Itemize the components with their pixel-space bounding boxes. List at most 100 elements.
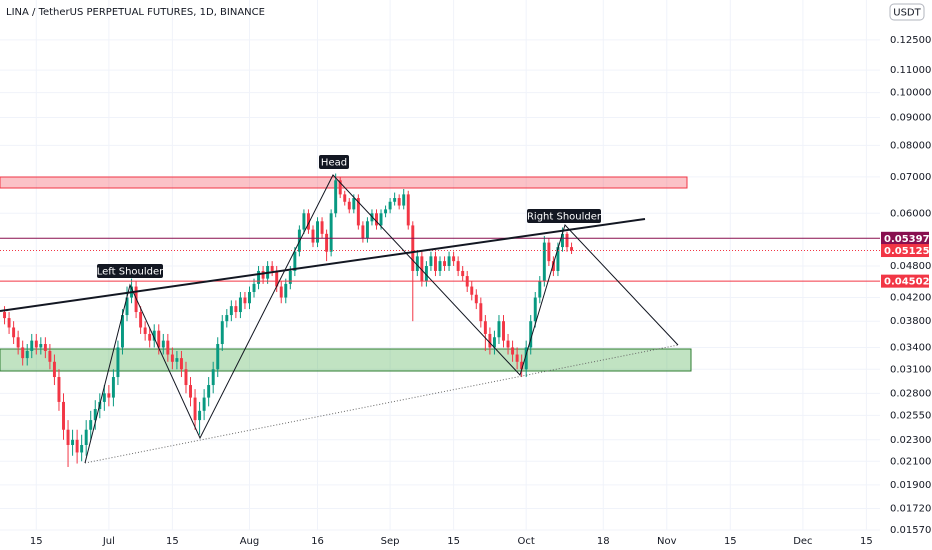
candle-body: [479, 303, 483, 322]
candle-body: [39, 344, 43, 348]
candle-body: [492, 337, 496, 348]
candle-body: [529, 321, 533, 348]
candle-body: [502, 321, 505, 341]
candle-body: [270, 266, 274, 271]
y-tick-label: 0.04200: [890, 293, 931, 304]
candle-body: [420, 256, 424, 282]
candle-body: [316, 221, 319, 243]
candle-body: [347, 201, 351, 210]
y-tick-label: 0.02800: [890, 388, 931, 399]
candle-body: [107, 393, 111, 398]
candle-body: [511, 347, 515, 355]
candle-body: [438, 261, 442, 271]
candle-body: [311, 229, 315, 243]
candle-body: [411, 225, 415, 271]
candle-body: [3, 312, 7, 319]
candle-body: [7, 318, 11, 328]
y-tick-label: 0.03100: [890, 364, 931, 375]
candle-body: [75, 439, 79, 453]
candle-body: [461, 270, 465, 277]
candle-body: [551, 261, 555, 271]
candle-body: [334, 180, 338, 214]
candle-body: [483, 321, 487, 334]
candle-body: [243, 297, 247, 304]
candle-body: [402, 194, 406, 206]
candle-body: [506, 340, 510, 348]
candle-body: [66, 429, 70, 445]
y-tick-label: 0.01570: [890, 525, 931, 536]
candle-body: [238, 297, 242, 313]
x-tick-label: Sep: [381, 536, 400, 547]
y-tick-label: 0.07000: [890, 172, 931, 183]
candle-body: [456, 261, 460, 271]
y-tick-label: 0.02550: [890, 410, 931, 421]
candle-body: [443, 261, 447, 267]
annotation: Right Shoulder: [527, 212, 602, 223]
currency-label: USDT: [893, 8, 921, 19]
price-tag-label: 0.04502: [884, 277, 930, 288]
candle-body: [497, 321, 501, 338]
y-tick-label: 0.01900: [890, 480, 931, 491]
candle-body: [393, 198, 397, 202]
candle-body: [447, 256, 451, 267]
candle-body: [279, 286, 283, 298]
candle-body: [320, 221, 324, 234]
candle-body: [234, 306, 238, 313]
candle-body: [406, 194, 410, 226]
candle-body: [379, 213, 383, 226]
annotation: Head: [321, 158, 347, 169]
candle-body: [547, 242, 551, 262]
candle-body: [397, 198, 401, 206]
candle-body: [429, 256, 433, 267]
candle-body: [542, 242, 546, 282]
x-tick-label: Jul: [102, 536, 115, 547]
candle-body: [43, 344, 47, 351]
candle-body: [488, 333, 492, 348]
x-tick-label: 15: [30, 536, 43, 547]
y-tick-label: 0.11000: [890, 65, 931, 76]
x-tick-label: 15: [860, 536, 873, 547]
y-tick-label: 0.02300: [890, 435, 931, 446]
candle-body: [556, 247, 560, 271]
price-tag: [881, 231, 929, 245]
x-tick-label: 15: [166, 536, 179, 547]
candle-body: [365, 221, 369, 239]
candle-body: [116, 347, 120, 378]
candle-body: [189, 385, 192, 398]
price-tag-label: 0.05397: [884, 234, 930, 245]
candle-body: [89, 420, 93, 430]
currency-button[interactable]: [889, 3, 925, 21]
candle-body: [12, 327, 16, 338]
annotation: Left Shoulder: [97, 267, 164, 278]
y-tick-label: 0.03400: [890, 342, 931, 353]
candle-body: [152, 330, 156, 341]
candle-body: [34, 340, 38, 348]
candle-body: [284, 283, 288, 298]
price-tag: [881, 274, 929, 288]
candle-body: [170, 354, 174, 362]
candle-body: [306, 213, 310, 230]
pattern-zigzag: [84, 174, 679, 464]
candle-body: [538, 281, 542, 298]
y-tick-label: 0.12500: [890, 35, 931, 46]
candle-body: [248, 291, 251, 304]
candle-body: [161, 340, 165, 348]
candle-body: [325, 233, 329, 252]
annotation-box: [97, 264, 163, 278]
candle-body: [220, 321, 224, 345]
last-price-tag: [881, 244, 929, 258]
x-tick-label: Aug: [240, 536, 260, 547]
candle-body: [524, 347, 528, 370]
candle-body: [375, 213, 378, 226]
candle-body: [121, 315, 124, 348]
candle-body: [384, 209, 388, 214]
candle-body: [329, 213, 333, 252]
annotation-box: [319, 155, 349, 169]
candle-body: [252, 283, 256, 292]
candle-body: [275, 270, 279, 287]
candle-body: [288, 270, 292, 284]
y-tick-label: 0.10000: [890, 88, 931, 99]
candle-body: [561, 233, 564, 248]
candle-body: [52, 361, 56, 378]
x-tick-label: 16: [311, 536, 324, 547]
